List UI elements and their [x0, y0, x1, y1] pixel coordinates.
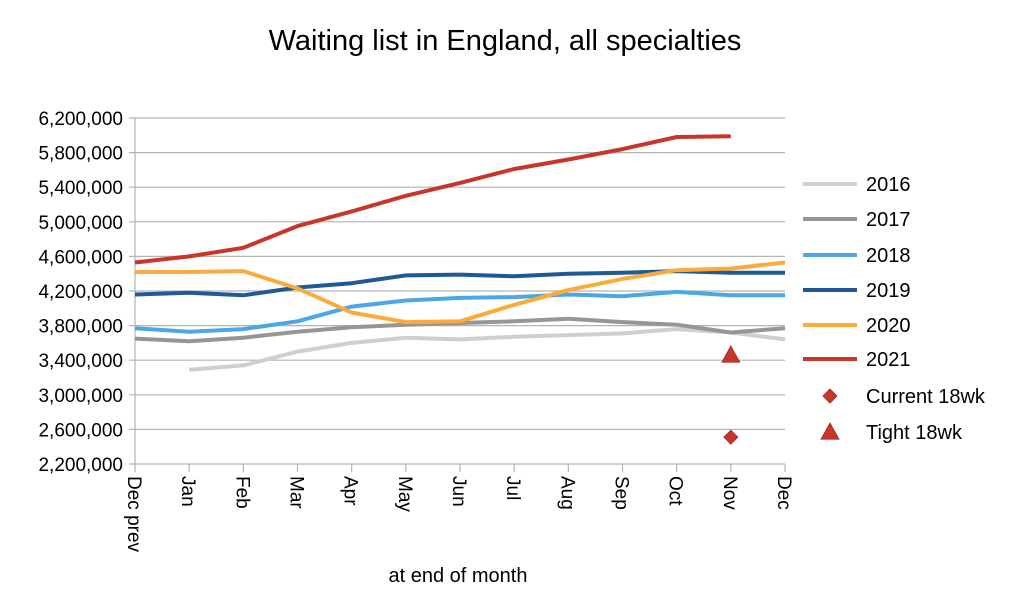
- chart-title: Waiting list in England, all specialties: [269, 25, 742, 57]
- y-axis: 2,200,000 2,600,000 3,000,000 3,400,000 3,80…: [38, 109, 123, 476]
- y-tick-label: 4,600,000: [38, 247, 123, 268]
- y-tick-label: 5,800,000: [38, 144, 123, 165]
- legend-label-2018: 2018: [866, 245, 911, 267]
- x-tick-label: Dec prev: [123, 476, 144, 553]
- legend-label-2017: 2017: [866, 209, 911, 231]
- y-tick-label: 5,400,000: [38, 178, 123, 199]
- legend-label-marker: Tight 18wk: [866, 422, 963, 444]
- gridlines: [129, 117, 785, 465]
- series-line-2018: [134, 289, 785, 334]
- legend-diamond-icon: [822, 388, 838, 404]
- legend-label-2016: 2016: [866, 174, 911, 196]
- legend-label-2020: 2020: [866, 315, 911, 337]
- y-tick-label: 3,800,000: [38, 317, 123, 338]
- series-line-2021: [134, 134, 731, 265]
- x-axis-label: at end of month: [389, 565, 528, 587]
- series-line-2016: [189, 327, 786, 372]
- legend-triangle-icon: [820, 422, 840, 440]
- x-tick-label: Jun: [448, 476, 469, 507]
- current-18wk-marker: [723, 429, 739, 445]
- y-tick-label: 3,400,000: [38, 351, 123, 372]
- x-tick-label: Mar: [286, 476, 307, 509]
- tight-18wk-marker: [721, 345, 741, 363]
- x-tick-label: Nov: [719, 476, 740, 510]
- y-tick-label: 5,000,000: [38, 213, 123, 234]
- series-lines: [134, 134, 786, 372]
- y-tick-label: 3,000,000: [38, 386, 123, 407]
- legend-label-marker: Current 18wk: [866, 386, 986, 408]
- legend-label-2021: 2021: [866, 349, 911, 371]
- legend: 2016 2017 2018 2019 2020 2021 Current 18wk Tigh…: [803, 174, 986, 444]
- x-tick-label: May: [394, 476, 415, 512]
- x-tick-label: Feb: [231, 476, 252, 509]
- x-tick-label: Apr: [340, 476, 361, 506]
- legend-label-2019: 2019: [866, 280, 911, 302]
- series-line-2020: [135, 260, 786, 325]
- y-tick-label: 6,200,000: [38, 109, 123, 130]
- x-tick-label: Jan: [177, 476, 198, 507]
- point-markers: [721, 345, 741, 445]
- y-tick-label: 4,200,000: [38, 282, 123, 303]
- x-tick-label: Aug: [556, 476, 577, 510]
- y-tick-label: 2,200,000: [38, 455, 123, 476]
- x-tick-label: Dec: [773, 476, 794, 510]
- x-tick-label: Oct: [665, 476, 686, 506]
- x-axis: Dec prev Jan Feb Mar Apr May Jun Jul Aug Sep Oct No…: [123, 118, 794, 553]
- y-tick-label: 2,600,000: [38, 420, 123, 441]
- x-tick-label: Sep: [611, 476, 632, 510]
- x-tick-label: Jul: [502, 476, 523, 500]
